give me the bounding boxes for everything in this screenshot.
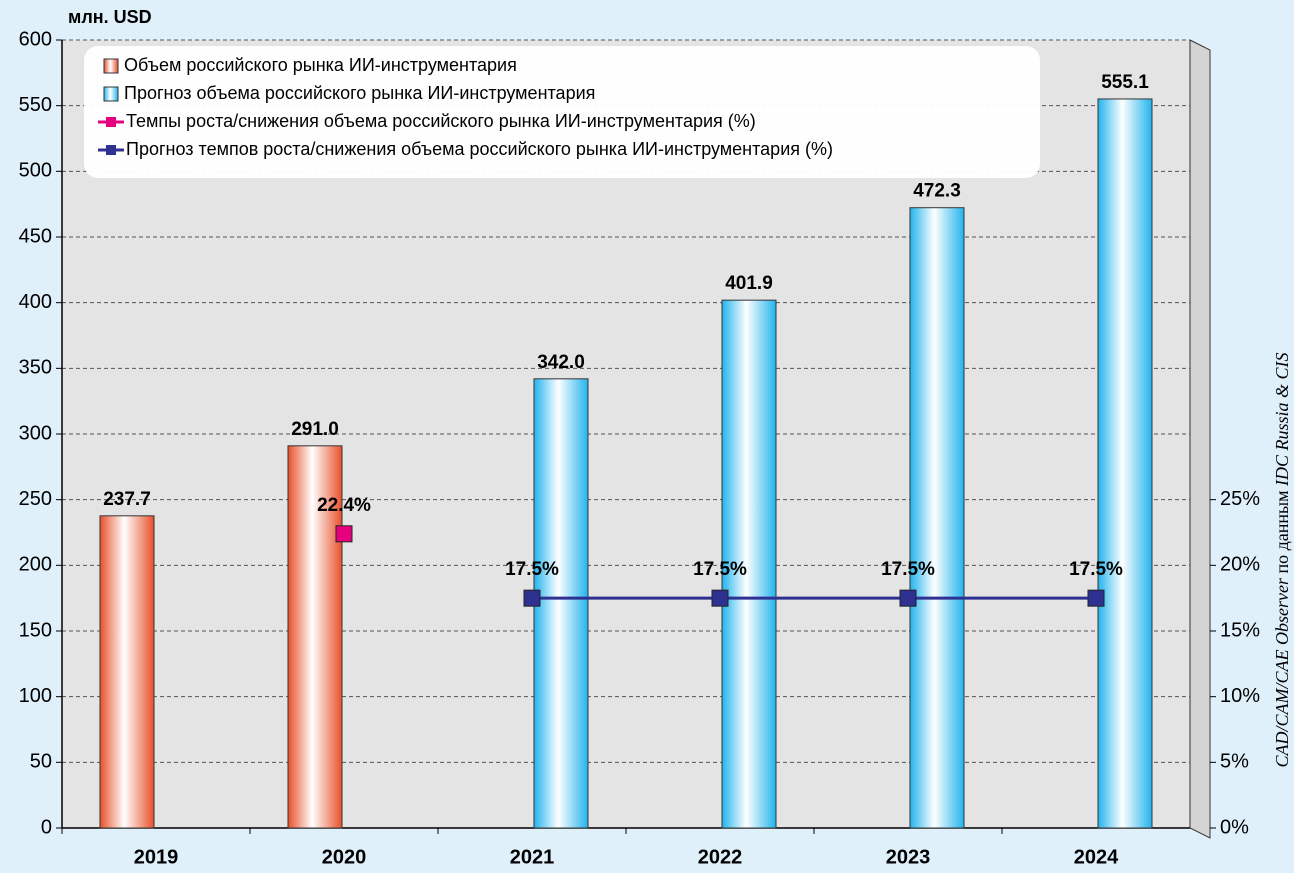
bar — [721, 299, 777, 829]
y2-tick-label: 5% — [1220, 751, 1249, 773]
y-tick-label: 600 — [19, 28, 52, 50]
y2-tick-label: 10% — [1220, 685, 1260, 707]
data-label: 17.5% — [505, 559, 559, 580]
x-tick-label: 2024 — [1074, 846, 1119, 868]
line-marker — [1087, 589, 1105, 607]
legend-box — [84, 46, 1040, 178]
data-label: 401.9 — [725, 273, 773, 294]
line-marker — [335, 525, 353, 543]
legend-label: Прогноз объема российского рынка ИИ-инст… — [124, 83, 595, 103]
y2-tick-label: 25% — [1220, 488, 1260, 510]
source-part: IDC Russia & CIS — [1272, 352, 1292, 487]
legend: Объем российского рынка ИИ-инструментари… — [98, 55, 833, 159]
data-label: 472.3 — [913, 181, 961, 202]
bar — [99, 515, 155, 829]
data-label: 17.5% — [1069, 559, 1123, 580]
y-tick-label: 500 — [19, 160, 52, 182]
bar — [909, 207, 965, 829]
legend-swatch — [103, 58, 119, 74]
x-tick-label: 2023 — [886, 846, 931, 868]
legend-label: Темпы роста/снижения объема российского … — [126, 111, 756, 131]
y-tick-label: 550 — [19, 94, 52, 116]
y-tick-label: 100 — [19, 685, 52, 707]
data-label: 342.0 — [537, 352, 585, 373]
line-marker — [711, 589, 729, 607]
line-marker — [523, 589, 541, 607]
data-label: 237.7 — [103, 489, 151, 510]
y-tick-label: 150 — [19, 619, 52, 641]
legend-swatch — [103, 86, 119, 102]
y-tick-label: 450 — [19, 225, 52, 247]
legend-marker — [106, 145, 116, 155]
side-wall — [1189, 39, 1211, 839]
source-part: CAD/CAM/CAE Observer — [1272, 577, 1292, 767]
legend-label: Объем российского рынка ИИ-инструментари… — [124, 55, 517, 75]
x-tick-label: 2022 — [698, 846, 743, 868]
bar — [287, 445, 343, 829]
line-marker — [899, 589, 917, 607]
bar — [1097, 98, 1153, 829]
source-note: CAD/CAM/CAE Observer по данным IDC Russi… — [1272, 352, 1292, 767]
legend-label: Прогноз темпов роста/снижения объема рос… — [126, 139, 833, 159]
y2-tick-label: 20% — [1220, 554, 1260, 576]
y-tick-label: 400 — [19, 291, 52, 313]
data-label: 22.4% — [317, 495, 371, 516]
y-tick-label: 350 — [19, 357, 52, 379]
y-axis-label: млн. USD — [68, 7, 152, 27]
y-tick-label: 250 — [19, 488, 52, 510]
y2-tick-label: 15% — [1220, 619, 1260, 641]
y-tick-label: 200 — [19, 554, 52, 576]
data-label: 291.0 — [291, 419, 339, 440]
x-tick-label: 2020 — [322, 846, 367, 868]
y2-tick-label: 0% — [1220, 816, 1249, 838]
marks: 237.7 291.0 342.0 401.9 472.3 555.1 22.4% 17.5%… — [99, 72, 1153, 829]
source-part: по данным — [1272, 491, 1292, 574]
y-tick-label: 50 — [30, 751, 52, 773]
x-tick-label: 2019 — [134, 846, 179, 868]
data-label: 17.5% — [881, 559, 935, 580]
y-tick-label: 0 — [41, 816, 52, 838]
x-tick-label: 2021 — [510, 846, 555, 868]
legend-marker — [106, 117, 116, 127]
bar — [533, 378, 589, 829]
data-label: 555.1 — [1101, 72, 1149, 93]
data-label: 17.5% — [693, 559, 747, 580]
y-tick-label: 300 — [19, 422, 52, 444]
